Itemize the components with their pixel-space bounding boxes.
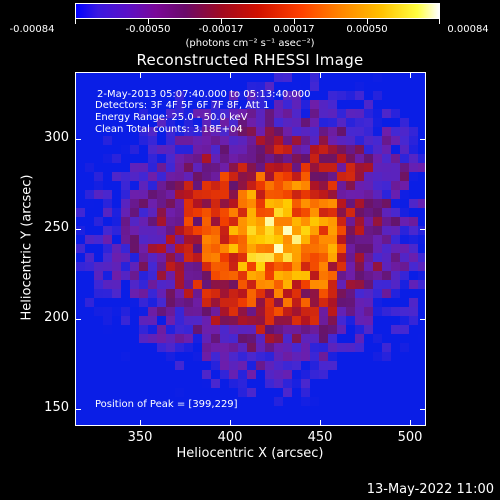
x-tick-label: 350 — [127, 430, 153, 445]
x-tick — [230, 72, 231, 78]
x-tick — [230, 420, 231, 426]
y-tick-label: 200 — [44, 310, 69, 325]
colorbar-label: -0.00084 — [9, 24, 55, 35]
y-tick-label: 150 — [44, 400, 69, 415]
y-tick — [75, 139, 81, 140]
colorbar-tick — [439, 19, 440, 24]
y-tick — [420, 319, 426, 320]
colorbar-tick — [367, 19, 368, 24]
colorbar-tick — [221, 19, 222, 24]
colorbar-tick — [148, 19, 149, 24]
y-tick — [75, 229, 81, 230]
clean-counts-text: Clean Total counts: 3.18E+04 — [95, 124, 243, 135]
rhessi-image — [75, 72, 426, 426]
x-tick — [140, 420, 141, 426]
colorbar-label: 0.00017 — [273, 24, 315, 35]
heatmap-canvas — [76, 73, 425, 425]
y-axis-title: Heliocentric Y (arcsec) — [19, 174, 35, 321]
y-tick — [75, 319, 81, 320]
y-tick — [420, 229, 426, 230]
x-tick — [320, 420, 321, 426]
y-tick-label: 250 — [44, 220, 69, 235]
energy-range-text: Energy Range: 25.0 - 50.0 keV — [95, 112, 248, 123]
colorbar-label: -0.00017 — [198, 24, 244, 35]
x-tick — [410, 72, 411, 78]
colorbar-units: (photons cm⁻² s⁻¹ asec⁻²) — [185, 38, 315, 49]
peak-position-text: Position of Peak = [399,229] — [95, 399, 238, 410]
x-axis-title: Heliocentric X (arcsec) — [176, 446, 324, 461]
y-tick — [420, 409, 426, 410]
colorbar-tick — [75, 19, 76, 24]
x-tick — [320, 72, 321, 78]
image-title: Reconstructed RHESSI Image — [136, 51, 364, 69]
x-tick-label: 400 — [217, 430, 243, 445]
colorbar-label: -0.00050 — [125, 24, 171, 35]
x-tick — [140, 72, 141, 78]
colorbar-label: 0.00050 — [346, 24, 388, 35]
colorbar — [75, 3, 440, 19]
x-tick-label: 500 — [397, 430, 423, 445]
colorbar-label: 0.00084 — [447, 24, 489, 35]
time-range-text: 2-May-2013 05:07:40.000 to 05:13:40.000 — [97, 89, 311, 100]
y-tick — [420, 139, 426, 140]
x-tick — [410, 420, 411, 426]
timestamp-footer: 13-May-2022 11:00 — [366, 482, 494, 497]
y-tick-label: 300 — [44, 130, 69, 145]
y-tick — [75, 409, 81, 410]
x-tick-label: 450 — [307, 430, 333, 445]
colorbar-tick — [294, 19, 295, 24]
detectors-text: Detectors: 3F 4F 5F 6F 7F 8F, Att 1 — [95, 100, 270, 111]
